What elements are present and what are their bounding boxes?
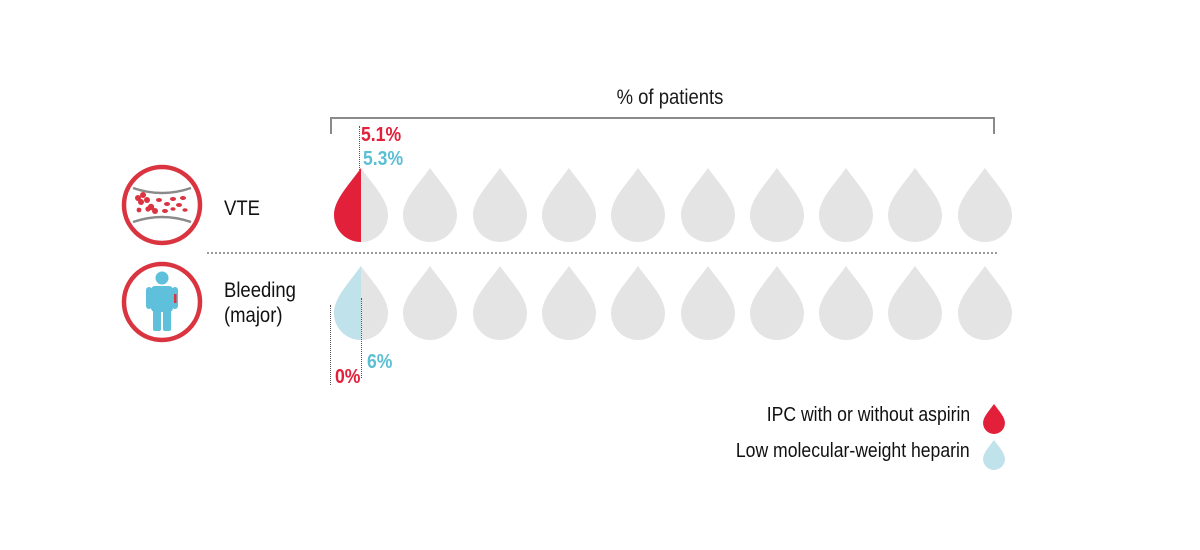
row-label-vte: VTE — [224, 197, 260, 220]
vte-ipc-value: 5.1% — [361, 124, 402, 146]
drop-icon — [611, 168, 666, 242]
axis-bracket — [330, 117, 995, 134]
drop-icon — [334, 168, 388, 242]
light-blue-drop-icon — [983, 440, 1005, 470]
drop-icon — [541, 168, 596, 242]
drop-icon — [749, 168, 804, 242]
vte-lmwh-value: 5.3% — [363, 148, 404, 170]
bleeding-ipc-marker-line — [330, 305, 331, 385]
row-label-bleeding-line2: (major) — [224, 304, 283, 327]
row-separator — [207, 252, 997, 254]
legend-label-ipc: IPC with or without aspirin — [766, 404, 970, 426]
bleeding-lmwh-marker-line — [361, 298, 362, 378]
drop-icon — [541, 266, 596, 340]
bleeding-ipc-value: 0% — [335, 366, 361, 388]
drop-icon — [472, 266, 527, 340]
bleeding-lmwh-value: 6% — [367, 351, 393, 373]
row-label-bleeding-line1: Bleeding — [224, 279, 296, 302]
drop-icon — [957, 266, 1012, 340]
drop-icon — [680, 266, 735, 340]
legend-label-lmwh: Low molecular-weight heparin — [736, 440, 970, 462]
drop-icon — [819, 266, 874, 340]
drop-icon — [611, 266, 666, 340]
person-bleeding-icon — [121, 261, 203, 343]
drop-icon — [403, 168, 458, 242]
red-drop-icon — [983, 404, 1005, 434]
blood-vessel-clot-icon — [121, 164, 203, 246]
drop-icon — [888, 168, 943, 242]
axis-title: % of patients — [616, 86, 724, 109]
drop-icon — [749, 266, 804, 340]
drop-icon — [888, 266, 943, 340]
drop-icon — [819, 168, 874, 242]
drop-icon — [680, 168, 735, 242]
drop-icon — [957, 168, 1012, 242]
drop-icon — [403, 266, 458, 340]
drop-icon — [472, 168, 527, 242]
row-label-bleeding: Bleeding (major) — [224, 278, 296, 328]
